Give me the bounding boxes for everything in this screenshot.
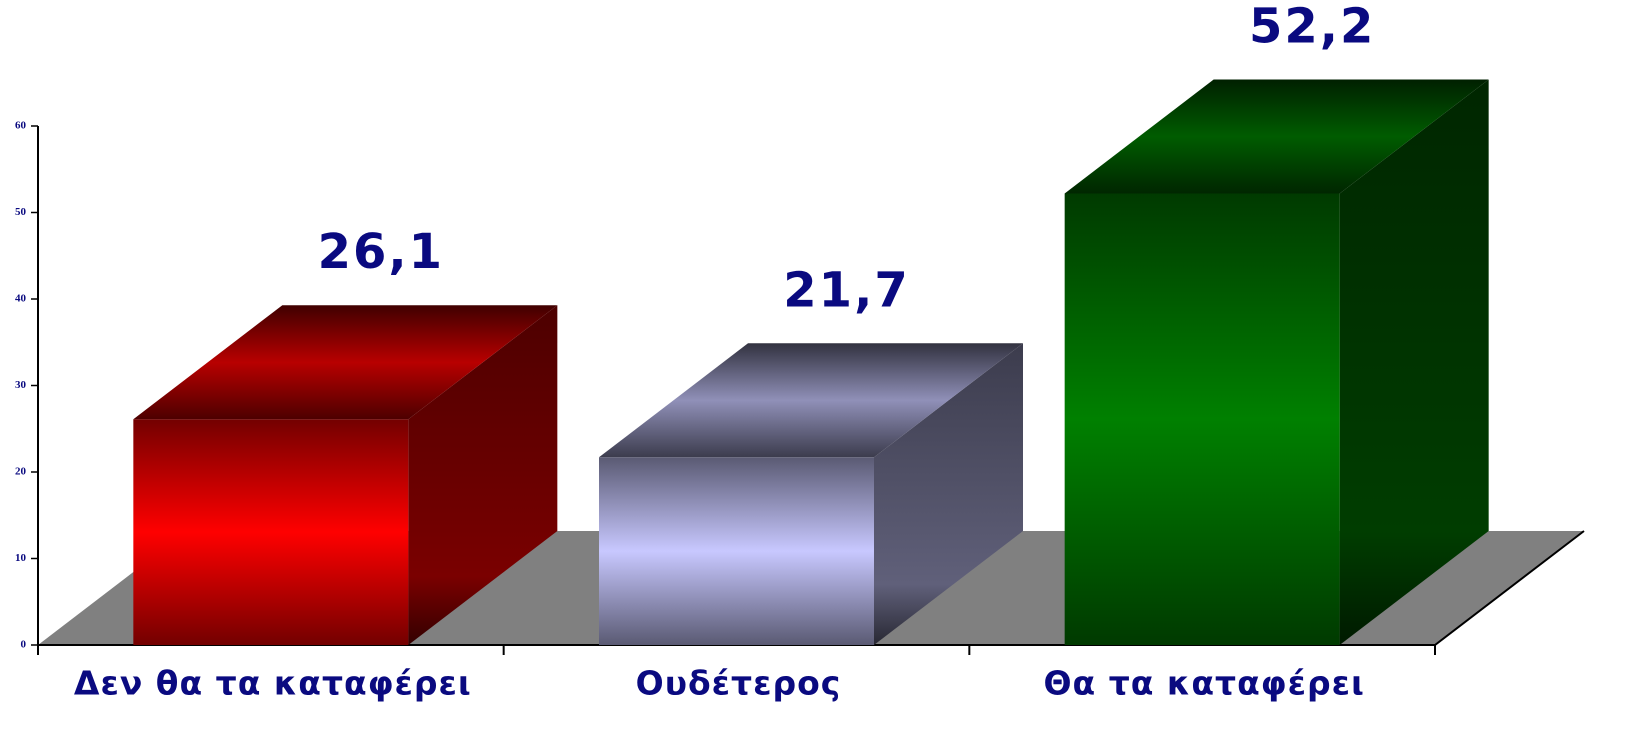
y-tick-label: 0 <box>21 639 27 651</box>
y-tick-label: 40 <box>15 293 27 305</box>
value-label: 26,1 <box>318 224 444 280</box>
bar-top <box>1064 79 1489 194</box>
x-tick-label: Ουδέτερος <box>636 664 842 703</box>
y-tick-label: 50 <box>15 206 27 218</box>
bar <box>599 457 874 645</box>
y-tick-label: 60 <box>15 120 27 132</box>
bar-top <box>133 305 558 420</box>
value-label: 52,2 <box>1249 0 1375 54</box>
value-label: 21,7 <box>783 262 909 318</box>
y-tick-label: 30 <box>15 379 27 391</box>
bar <box>133 419 409 645</box>
bar-side <box>408 305 558 645</box>
x-tick-label: Δεν θα τα καταφέρει <box>74 664 472 703</box>
bar-side <box>1339 79 1489 646</box>
bar <box>1064 193 1340 645</box>
bar-side <box>874 343 1023 645</box>
y-tick-label: 20 <box>15 466 27 478</box>
y-tick-label: 10 <box>15 552 27 564</box>
x-tick-label: Θα τα καταφέρει <box>1044 664 1365 703</box>
bar-top <box>599 343 1023 458</box>
